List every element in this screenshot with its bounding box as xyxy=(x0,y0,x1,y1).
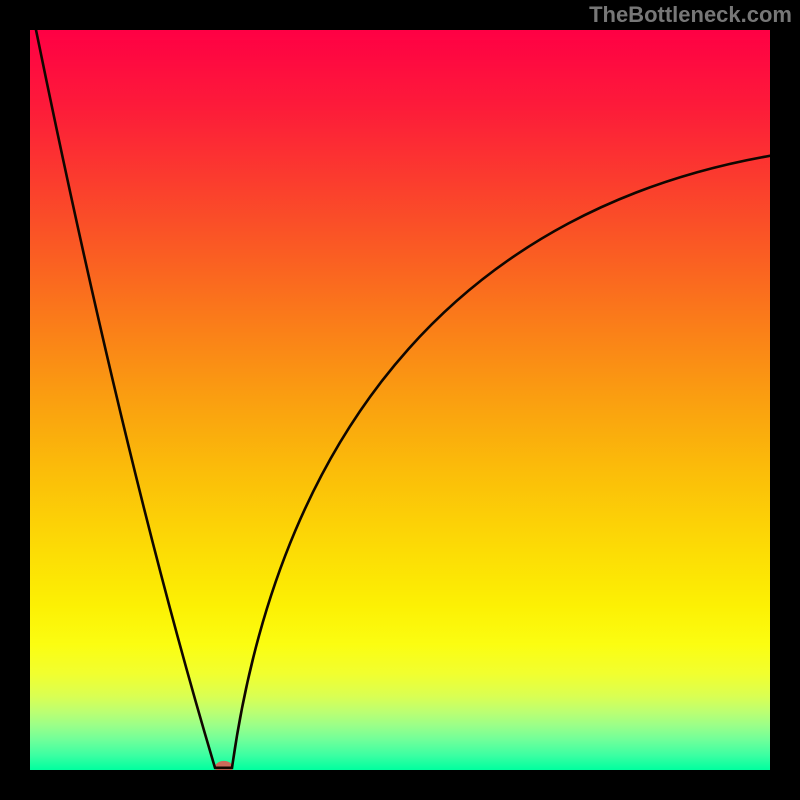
bottleneck-chart xyxy=(0,0,800,800)
watermark-text: TheBottleneck.com xyxy=(589,2,792,28)
plot-background-gradient xyxy=(30,30,770,770)
chart-container: TheBottleneck.com xyxy=(0,0,800,800)
